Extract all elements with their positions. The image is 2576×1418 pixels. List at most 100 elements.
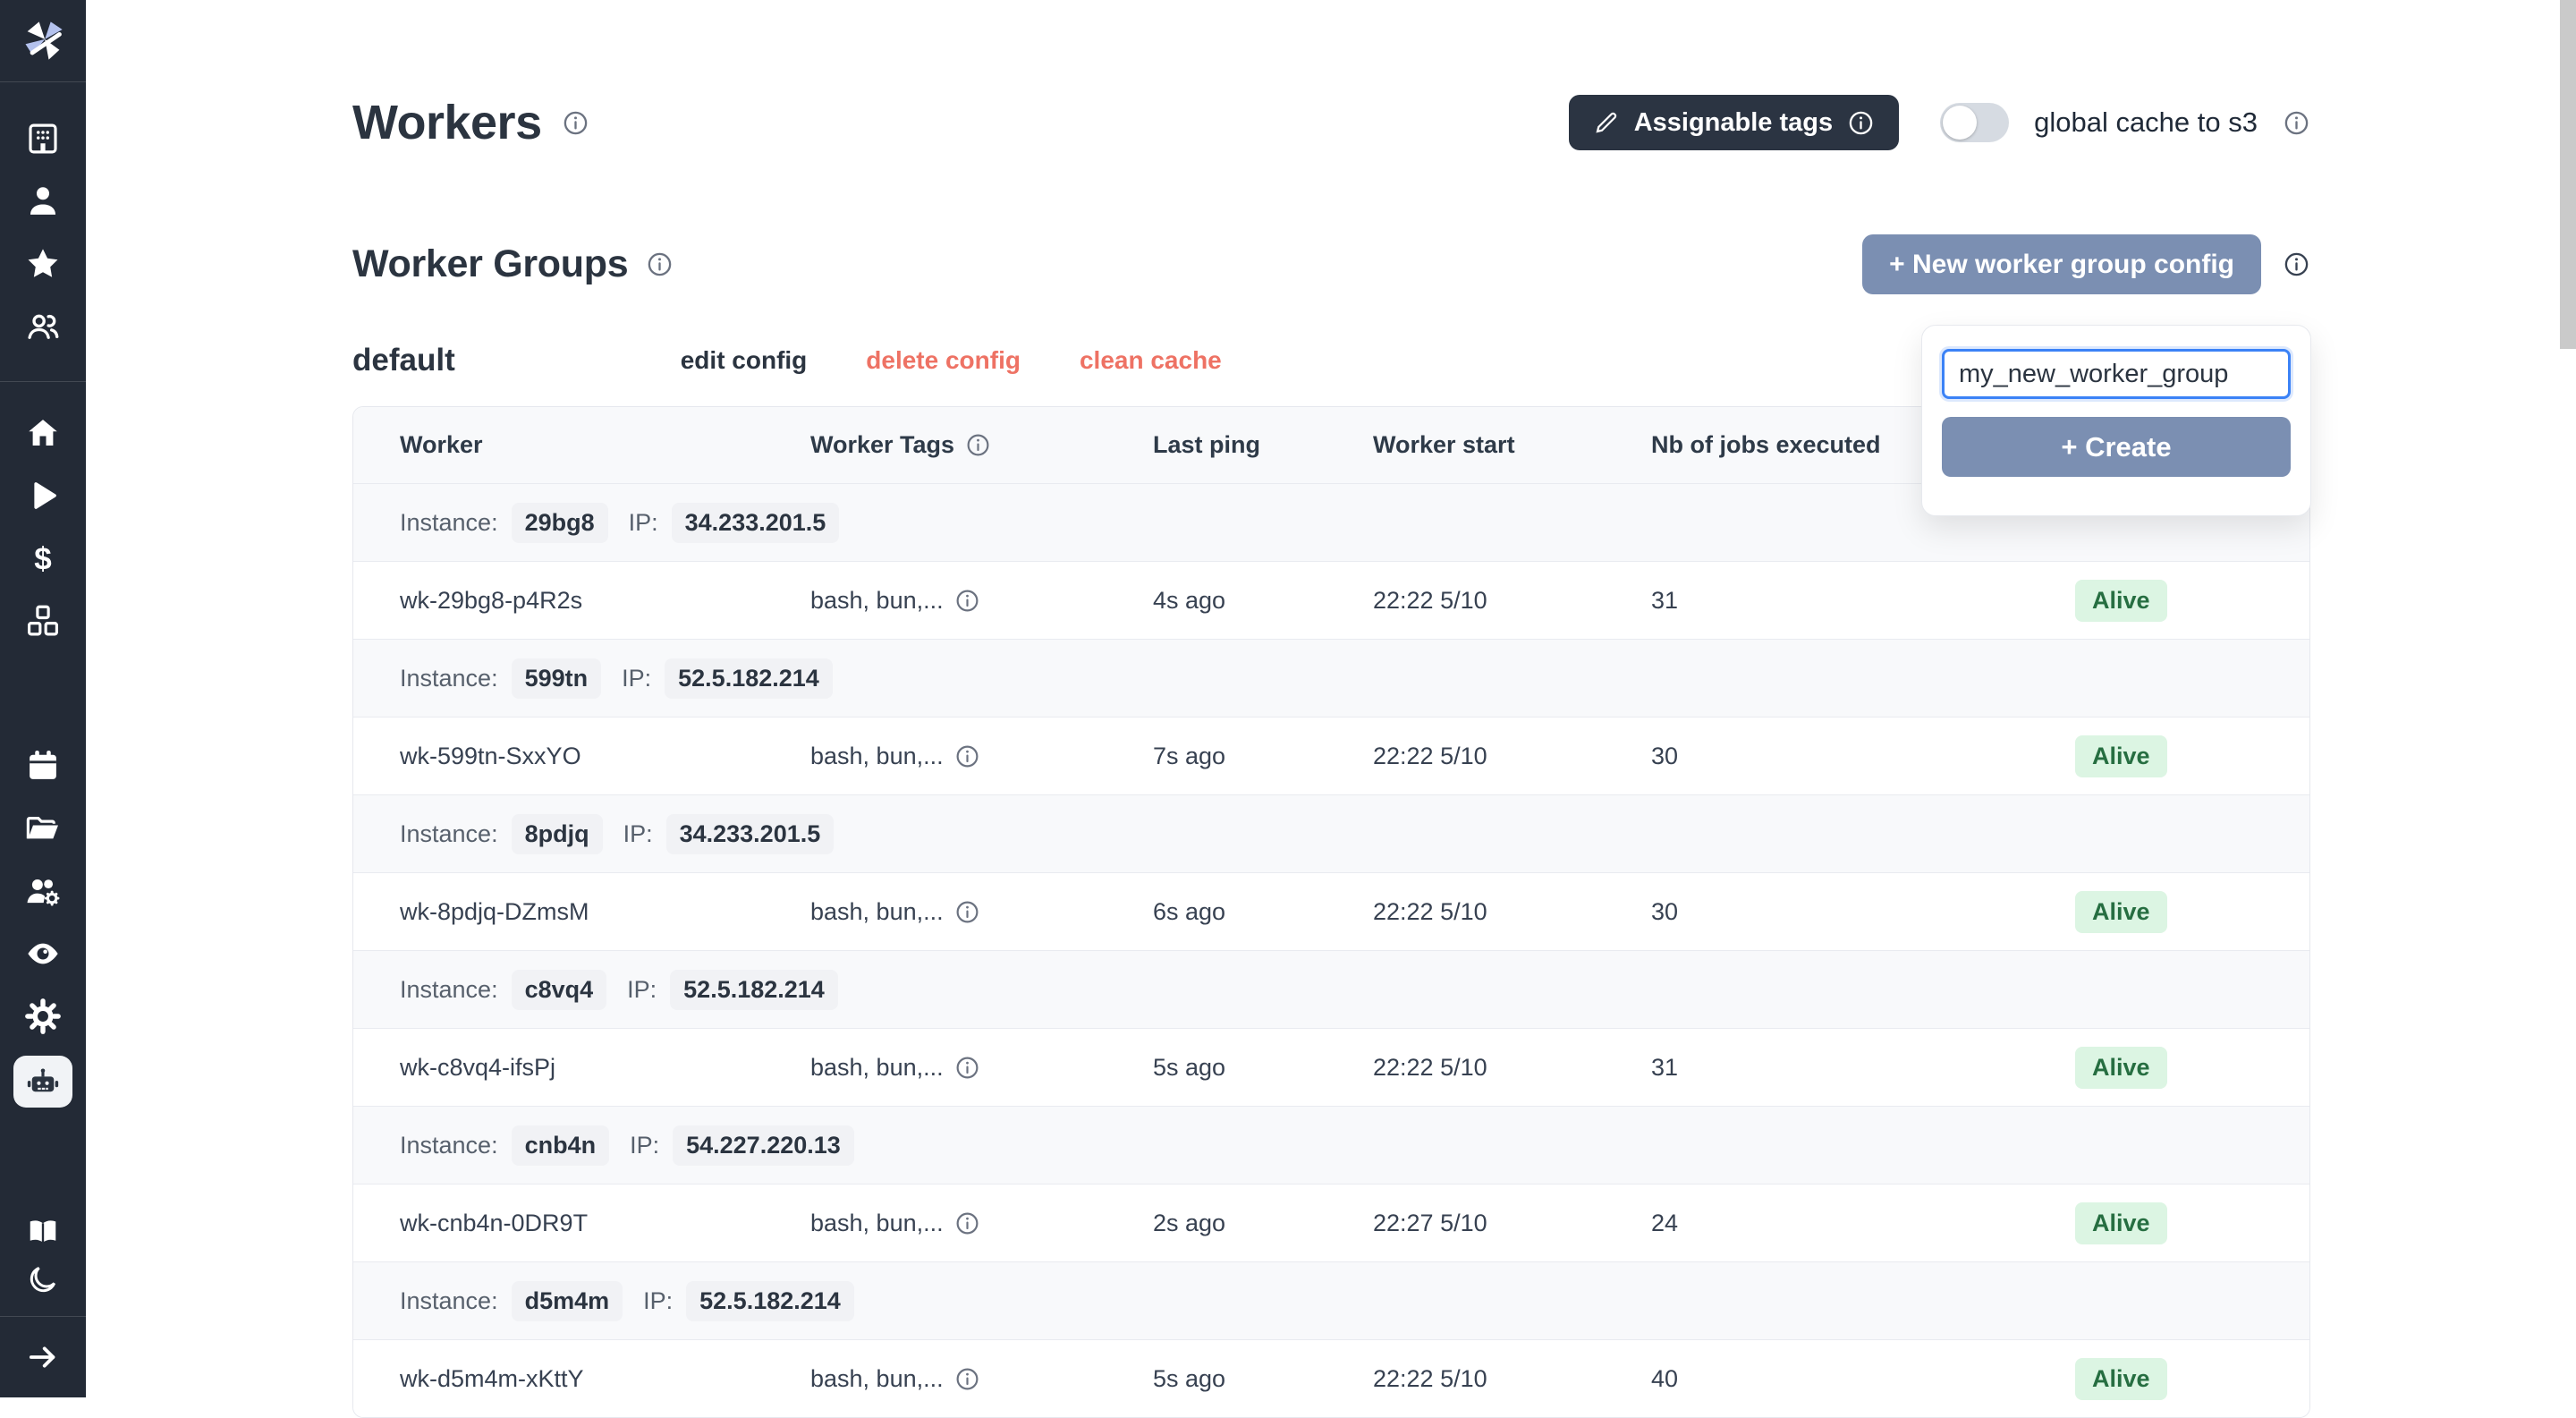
col-last-ping: Last ping [1153, 431, 1260, 458]
info-icon[interactable] [954, 588, 980, 614]
page-scrollbar[interactable] [2560, 0, 2576, 349]
info-icon[interactable] [954, 1055, 980, 1081]
instance-id-badge: 29bg8 [511, 502, 608, 543]
sidebar-item-workspace[interactable] [0, 107, 86, 170]
workers-table: Worker Worker Tags Last ping Worker star… [352, 406, 2310, 1418]
play-icon [34, 482, 56, 509]
instance-label: Instance: [400, 975, 498, 1003]
instance-id-badge: 8pdjq [511, 813, 603, 854]
worker-row: wk-cnb4n-0DR9T bash, bun,... 2s ago 22:2… [353, 1184, 2309, 1261]
clean-cache-link[interactable]: clean cache [1079, 346, 1222, 374]
worker-start: 22:22 5/10 [1373, 1364, 1487, 1392]
ip-label: IP: [627, 975, 657, 1003]
info-icon[interactable] [562, 109, 589, 137]
assignable-tags-button[interactable]: Assignable tags [1568, 95, 1900, 150]
star-icon [28, 249, 58, 277]
last-ping: 4s ago [1153, 586, 1226, 614]
users-gear-icon [27, 879, 60, 906]
main-content: Workers Assignable tags global cache to … [86, 0, 2576, 1418]
worker-start: 22:27 5/10 [1373, 1209, 1487, 1236]
pen-icon [1596, 112, 1616, 133]
info-icon[interactable] [646, 250, 674, 278]
last-ping: 2s ago [1153, 1209, 1226, 1236]
user-icon [30, 187, 55, 215]
worker-start: 22:22 5/10 [1373, 897, 1487, 925]
instance-label: Instance: [400, 1286, 498, 1314]
info-icon[interactable] [965, 432, 991, 458]
global-cache-label: global cache to s3 [2034, 106, 2258, 138]
col-worker-start: Worker start [1373, 431, 1515, 458]
sidebar-item-home[interactable] [0, 402, 86, 464]
sidebar-collapse-button[interactable] [0, 1317, 86, 1397]
sidebar-item-runs[interactable] [0, 464, 86, 527]
info-icon[interactable] [954, 1366, 980, 1392]
worker-row: wk-c8vq4-ifsPj bash, bun,... 5s ago 22:2… [353, 1028, 2309, 1106]
windmill-logo[interactable] [0, 0, 86, 82]
worker-tags: bash, bun,... [810, 1365, 1153, 1393]
sidebar-item-resources[interactable] [0, 590, 86, 652]
ip-label: IP: [623, 819, 653, 847]
edit-config-link[interactable]: edit config [680, 346, 808, 374]
active-item-highlight [13, 1056, 72, 1108]
moon-icon [30, 1266, 56, 1293]
book-icon [30, 1220, 56, 1243]
home-icon [29, 420, 57, 446]
jobs-executed: 30 [1651, 742, 1679, 769]
sidebar-item-audit-logs[interactable] [0, 922, 86, 985]
sidebar-item-user[interactable] [0, 170, 86, 233]
global-cache-toggle[interactable] [1940, 103, 2010, 142]
sidebar-item-settings[interactable] [0, 985, 86, 1048]
worker-row: wk-29bg8-p4R2s bash, bun,... 4s ago 22:2… [353, 561, 2309, 639]
sidebar-item-favorites[interactable] [0, 233, 86, 295]
jobs-executed: 31 [1651, 1053, 1679, 1081]
instance-id-badge: cnb4n [511, 1125, 610, 1166]
instance-label: Instance: [400, 664, 498, 692]
info-icon[interactable] [954, 899, 980, 925]
calendar-icon [30, 751, 56, 779]
info-icon [1849, 111, 1873, 134]
users-icon [28, 314, 59, 339]
sidebar-item-variables[interactable]: $ [0, 527, 86, 590]
instance-ip-badge: 34.233.201.5 [665, 813, 835, 854]
new-worker-group-config-button[interactable]: + New worker group config [1862, 234, 2261, 294]
instance-row: Instance: 8pdjq IP: 34.233.201.5 [353, 794, 2309, 872]
instance-id-badge: 599tn [511, 658, 602, 699]
worker-start: 22:22 5/10 [1373, 1053, 1487, 1081]
sidebar-item-members[interactable] [0, 295, 86, 358]
group-name: default [352, 343, 455, 378]
sidebar-item-workers[interactable] [0, 1048, 86, 1116]
new-group-name-input[interactable] [1942, 349, 2291, 399]
ip-label: IP: [622, 664, 652, 692]
last-ping: 5s ago [1153, 1053, 1226, 1081]
info-icon[interactable] [954, 743, 980, 769]
sidebar-item-dark-mode[interactable] [0, 1255, 86, 1303]
info-icon[interactable] [2283, 109, 2310, 137]
instance-id-badge: c8vq4 [511, 969, 607, 1010]
instance-ip-badge: 52.5.182.214 [686, 1280, 854, 1321]
instance-ip-badge: 54.227.220.13 [673, 1125, 854, 1166]
building-icon [29, 123, 57, 154]
jobs-executed: 30 [1651, 897, 1679, 925]
sidebar-item-folders[interactable] [0, 797, 86, 860]
worker-name: wk-8pdjq-DZmsM [400, 897, 589, 925]
last-ping: 7s ago [1153, 742, 1226, 769]
folder-icon [26, 817, 58, 839]
info-icon[interactable] [2283, 250, 2310, 278]
sidebar-item-docs[interactable] [0, 1207, 86, 1255]
sidebar-item-schedules[interactable] [0, 734, 86, 797]
status-badge: Alive [2075, 890, 2167, 933]
delete-config-link[interactable]: delete config [866, 346, 1021, 374]
ip-label: IP: [628, 508, 658, 536]
instance-ip-badge: 52.5.182.214 [670, 969, 838, 1010]
worker-tags: bash, bun,... [810, 587, 1153, 615]
robot-icon [27, 1068, 59, 1092]
page-title: Workers [352, 96, 542, 149]
svg-text:$: $ [34, 541, 51, 576]
worker-name: wk-cnb4n-0DR9T [400, 1209, 589, 1236]
create-button[interactable]: + Create [1942, 417, 2291, 477]
sidebar-item-groups[interactable] [0, 860, 86, 922]
col-jobs-executed: Nb of jobs executed [1651, 431, 1881, 458]
dollar-icon: $ [34, 541, 51, 576]
info-icon[interactable] [954, 1210, 980, 1236]
instance-row: Instance: c8vq4 IP: 52.5.182.214 [353, 950, 2309, 1028]
